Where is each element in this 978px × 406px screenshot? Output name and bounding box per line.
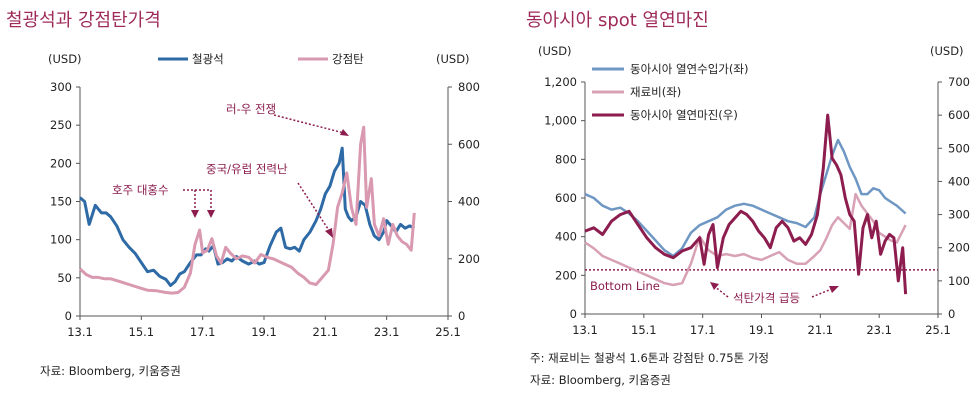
x-tick-label: 19.1: [749, 323, 775, 337]
x-tick-label: 21.1: [313, 325, 339, 339]
left-tick-label: 1,200: [544, 75, 577, 89]
legend: 동아시아 열연수입가(좌) 재료비(좌) 동아시아 열연마진(우): [592, 62, 748, 122]
x-tick-label: 13.1: [572, 323, 598, 337]
x-tick-label: 21.1: [808, 323, 834, 337]
right-tick-label: 400: [948, 174, 970, 188]
legend: 철광석 강점탄: [158, 52, 364, 66]
legend-iron-label: 철광석: [192, 52, 224, 66]
right-tick-label: 500: [948, 141, 970, 155]
annotation-power-arrow: [297, 182, 331, 233]
annotation-power: 중국/유럽 전력난: [206, 162, 288, 176]
left-axis-unit: (USD): [538, 44, 572, 58]
annotation-coal-surge: 석탄가격 급등: [733, 291, 800, 305]
series-line-3: [584, 113, 908, 295]
left-tick-label: 1,000: [544, 114, 577, 128]
left-tick-label: 800: [555, 152, 577, 166]
annotation-flood-arrowhead-1: [191, 210, 199, 218]
right-tick-label: 600: [948, 108, 970, 122]
right-tick-label: 600: [458, 137, 480, 151]
left-tick-label: 100: [50, 233, 72, 247]
chart-title: 철광석과 강점탄가격: [6, 10, 161, 31]
annotations: Bottom Line 석탄가격 급등: [590, 279, 839, 305]
legend-margin-label: 동아시아 열연마진(우): [630, 108, 738, 122]
left-tick-label: 400: [555, 230, 577, 244]
bottom-line-label: Bottom Line: [590, 279, 660, 293]
series-group: [78, 125, 416, 295]
right-tick-label: 400: [458, 195, 480, 209]
right-axis-unit: (USD): [436, 52, 470, 66]
series-line-1: [584, 138, 907, 258]
source-note: 자료: Bloomberg, 키움증권: [40, 364, 181, 378]
source-note: 자료: Bloomberg, 키움증권: [530, 373, 671, 387]
legend-coal-label: 강점탄: [332, 52, 364, 66]
right-tick-label: 100: [948, 274, 970, 288]
x-tick-label: 17.1: [190, 325, 216, 339]
right-tick-label: 300: [948, 208, 970, 222]
series-line-2: [584, 192, 907, 287]
x-tick-label: 25.1: [435, 325, 461, 339]
legend-material-label: 재료비(좌): [630, 85, 681, 99]
x-tick-label: 17.1: [690, 323, 716, 337]
annotation-flood: 호주 대홍수: [112, 183, 169, 197]
x-tick-label: 23.1: [374, 325, 400, 339]
x-tick-label: 23.1: [866, 323, 892, 337]
axes: 0 200 400 600 800 1,000 1,200 0 100 200 300 400 500 6…: [544, 75, 970, 337]
axes: 0 50 100 150 200 250 300 0 200 400 600 800 13.1 15.1 1…: [50, 80, 480, 339]
x-tick-label: 25.1: [925, 323, 951, 337]
footnote: 주: 재료비는 철광석 1.6톤과 강점탄 0.75톤 가정: [530, 351, 769, 365]
annotation-war-arrowhead: [340, 129, 349, 136]
annotations: 러-우 전쟁 중국/유럽 전력난 호주 대홍수: [112, 102, 349, 238]
right-tick-label: 0: [948, 307, 955, 321]
chart-title: 동아시아 spot 열연마진: [526, 10, 709, 31]
series-line-1: [79, 146, 415, 287]
annotation-flood-arrowhead-2: [207, 210, 215, 218]
right-tick-label: 800: [458, 80, 480, 94]
x-tick-label: 13.1: [67, 325, 93, 339]
right-axis-unit: (USD): [930, 44, 964, 58]
right-tick-label: 700: [948, 75, 970, 89]
chart-hrc-margin: 동아시아 spot 열연마진 (USD) (USD) 동아시아 열연수입가(좌)…: [526, 10, 970, 387]
left-tick-label: 0: [570, 307, 577, 321]
legend-price-label: 동아시아 열연수입가(좌): [630, 62, 748, 76]
right-tick-label: 200: [948, 241, 970, 255]
annotation-coal-arrowhead-right: [829, 286, 839, 293]
chart-iron-coal: 철광석과 강점탄가격 (USD) (USD) 철광석 강점탄 0 50 100 150…: [6, 10, 480, 378]
left-tick-label: 50: [57, 271, 72, 285]
x-tick-label: 19.1: [251, 325, 277, 339]
x-tick-label: 15.1: [129, 325, 155, 339]
annotation-coal-arrow-left: [713, 285, 729, 298]
series-group: [584, 113, 938, 295]
annotation-coal-arrowhead-left: [710, 282, 719, 290]
right-tick-label: 0: [458, 309, 465, 323]
annotation-power-arrowhead: [325, 228, 333, 238]
left-tick-label: 150: [50, 195, 72, 209]
annotation-war-arrow: [273, 114, 345, 134]
left-tick-label: 0: [65, 309, 72, 323]
left-tick-label: 600: [555, 191, 577, 205]
right-tick-label: 200: [458, 252, 480, 266]
left-axis-unit: (USD): [48, 52, 82, 66]
annotation-war: 러-우 전쟁: [226, 102, 276, 116]
series-line-2: [78, 125, 416, 295]
left-tick-label: 250: [50, 118, 72, 132]
left-tick-label: 200: [555, 268, 577, 282]
left-tick-label: 300: [50, 80, 72, 94]
left-tick-label: 200: [50, 156, 72, 170]
x-tick-label: 15.1: [631, 323, 657, 337]
